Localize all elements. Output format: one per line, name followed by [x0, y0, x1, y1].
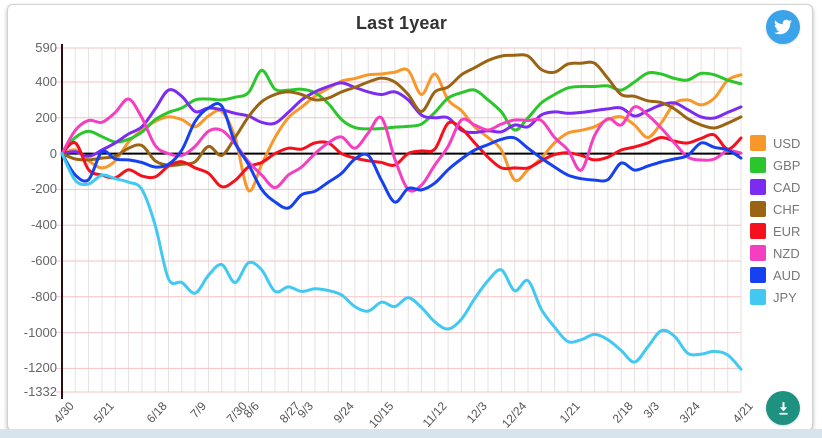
legend-item-nzd[interactable]: NZD — [750, 245, 800, 261]
series-line-chf — [60, 53, 743, 167]
legend-label: GBP — [773, 157, 801, 173]
legend-item-eur[interactable]: EUR — [750, 223, 800, 239]
chart-legend: USD GBP CAD CHF EUR NZD AUD JPY — [750, 135, 800, 311]
series-line-jpy — [60, 152, 743, 371]
y-axis-tick-label: -1332 — [23, 384, 57, 399]
y-axis-tick-label: 400 — [35, 74, 57, 89]
series-line-cad — [60, 81, 743, 158]
legend-swatch — [750, 289, 766, 305]
footer-strip — [0, 429, 822, 438]
twitter-share-button[interactable] — [766, 10, 800, 44]
series-line-usd — [60, 67, 743, 193]
legend-item-gbp[interactable]: GBP — [750, 157, 800, 173]
legend-item-usd[interactable]: USD — [750, 135, 800, 151]
twitter-icon — [774, 19, 792, 35]
download-button[interactable] — [766, 391, 800, 425]
legend-swatch — [750, 157, 766, 173]
legend-label: NZD — [773, 245, 800, 261]
y-axis-tick-label: -800 — [30, 289, 57, 304]
legend-label: USD — [773, 135, 801, 151]
y-axis-tick-label: -400 — [30, 217, 57, 232]
legend-label: JPY — [773, 289, 797, 305]
legend-swatch — [750, 267, 766, 283]
y-axis-tick-label: -1000 — [23, 325, 57, 340]
y-axis-tick-label: 0 — [49, 146, 57, 161]
legend-item-jpy[interactable]: JPY — [750, 289, 800, 305]
download-icon — [778, 401, 788, 415]
series-line-eur — [60, 120, 743, 189]
series-line-aud — [60, 102, 743, 210]
y-axis-tick-label: 200 — [35, 110, 57, 125]
legend-item-aud[interactable]: AUD — [750, 267, 800, 283]
series-line-gbp — [60, 68, 743, 156]
y-axis-tick-label: -600 — [30, 253, 57, 268]
legend-swatch — [750, 135, 766, 151]
y-axis-tick-label: -1200 — [23, 360, 57, 375]
legend-item-chf[interactable]: CHF — [750, 201, 800, 217]
legend-label: EUR — [773, 223, 801, 239]
legend-label: AUD — [773, 267, 801, 283]
y-axis-tick-label: 590 — [35, 40, 57, 55]
legend-swatch — [750, 201, 766, 217]
legend-item-cad[interactable]: CAD — [750, 179, 800, 195]
legend-label: CAD — [773, 179, 801, 195]
legend-label: CHF — [773, 201, 800, 217]
legend-swatch — [750, 223, 766, 239]
series-line-nzd — [60, 97, 743, 193]
legend-swatch — [750, 245, 766, 261]
chart-title: Last 1year — [355, 13, 448, 33]
y-axis-tick-label: -200 — [30, 181, 57, 196]
legend-swatch — [750, 179, 766, 195]
